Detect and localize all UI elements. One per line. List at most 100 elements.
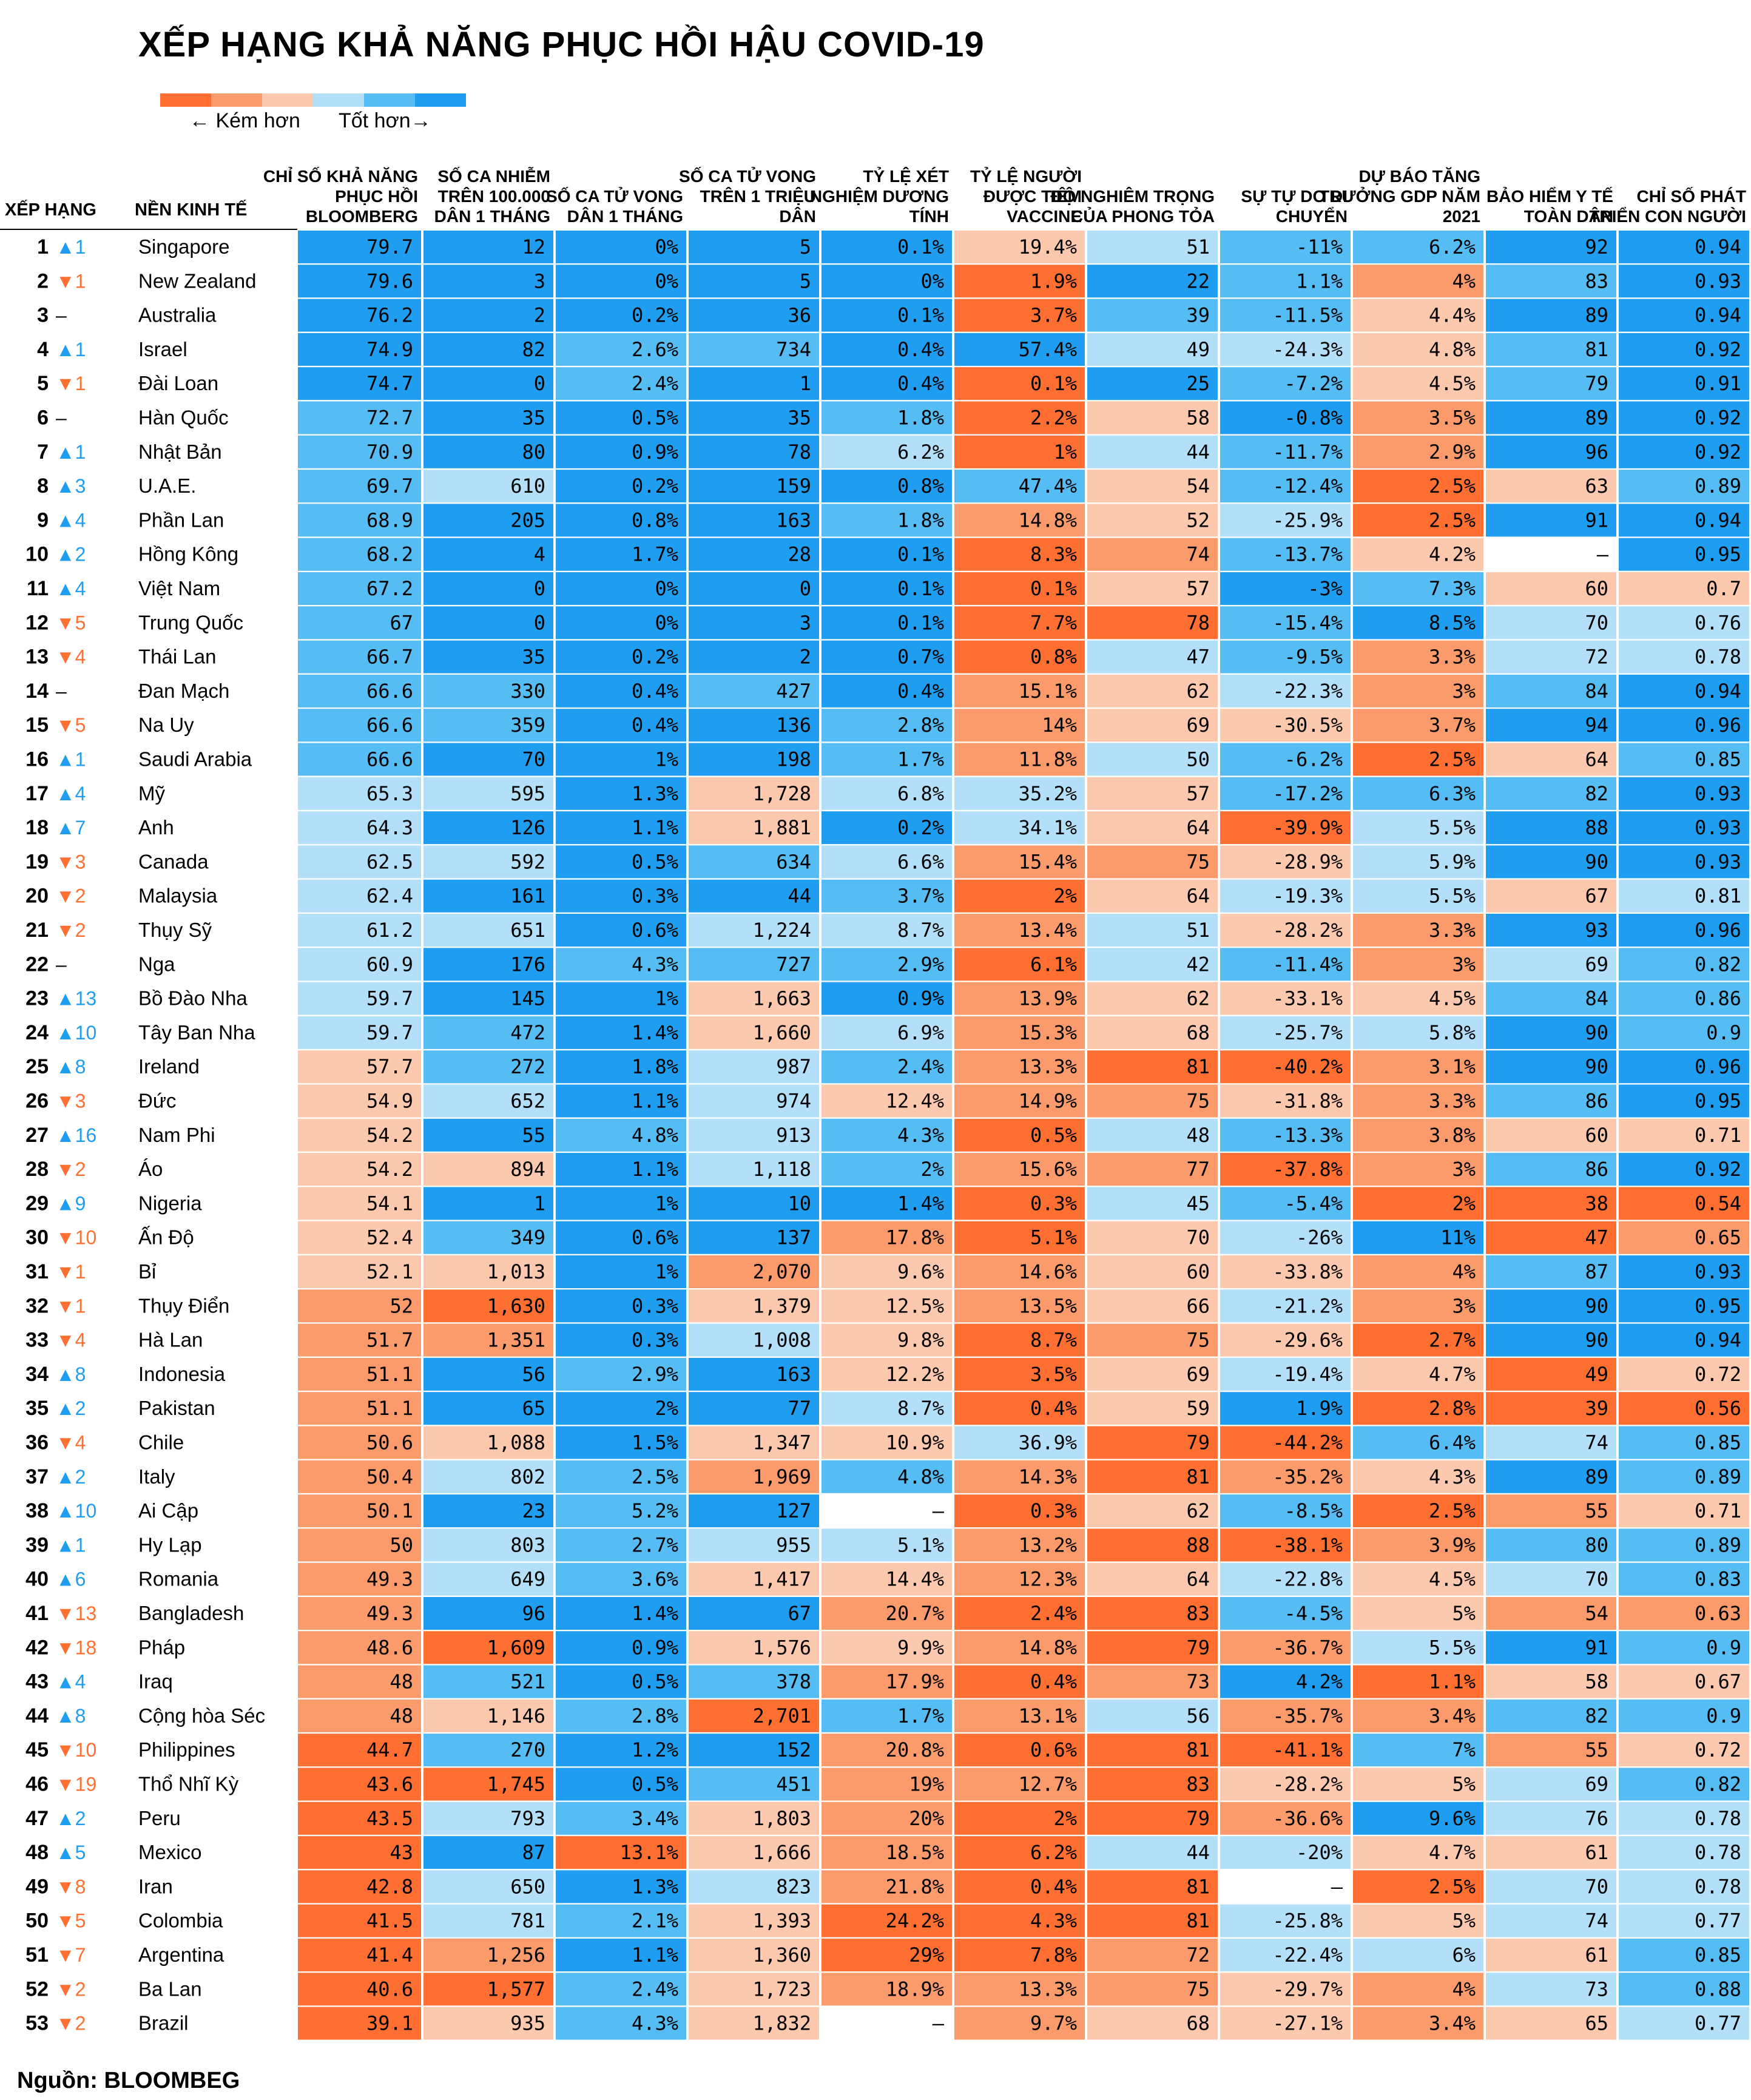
cell-value-6: 13.9% — [1019, 987, 1077, 1010]
cell-3 — [556, 1631, 686, 1664]
cell-7 — [1087, 333, 1218, 366]
cell-3 — [556, 401, 686, 434]
cell-value-4: 1,969 — [753, 1465, 811, 1488]
cell-11 — [1619, 1460, 1749, 1493]
cell-1 — [298, 1289, 421, 1323]
legend-swatch-5 — [364, 93, 415, 107]
cell-value-4: 2 — [800, 646, 811, 669]
cell-5 — [822, 1118, 952, 1152]
cell-value-2: 650 — [510, 1875, 545, 1898]
cell-value-8: -28.2% — [1272, 1773, 1343, 1796]
cell-3 — [556, 1904, 686, 1937]
cell-value-7: 56 — [1186, 1704, 1210, 1727]
cell-value-9: 3% — [1452, 1294, 1476, 1317]
cell-value-5: 19% — [909, 1773, 944, 1796]
cell-2 — [423, 435, 553, 468]
cell-value-1: 39.1 — [366, 2012, 413, 2035]
cell-value-6: 47.4% — [1019, 474, 1077, 498]
cell-value-10: 54 — [1585, 1602, 1608, 1625]
cell-2 — [423, 1767, 553, 1801]
rank-change: ▼2 — [56, 919, 86, 941]
cell-8 — [1220, 1118, 1351, 1152]
cell-value-10: 58 — [1585, 1670, 1608, 1693]
cell-6 — [954, 1084, 1085, 1118]
cell-7 — [1087, 1665, 1218, 1698]
cell-4 — [689, 1187, 819, 1220]
cell-2 — [423, 845, 553, 879]
cell-4 — [689, 435, 819, 468]
cell-value-7: 47 — [1186, 646, 1210, 669]
rank-change: ▲13 — [56, 988, 96, 1010]
cell-11 — [1619, 1289, 1749, 1323]
cell-9 — [1353, 674, 1483, 707]
cell-value-8: -6.2% — [1284, 748, 1343, 771]
cell-value-8: -9.5% — [1284, 646, 1343, 669]
cell-value-5: 20.8% — [886, 1738, 944, 1761]
country-name: Australia — [138, 304, 217, 326]
cell-8 — [1220, 674, 1351, 707]
cell-value-5: 0.4% — [897, 338, 944, 361]
country-name: Chile — [138, 1431, 184, 1454]
cell-value-8: -3% — [1307, 577, 1343, 600]
cell-value-10: 67 — [1585, 885, 1608, 908]
cell-10 — [1486, 845, 1616, 879]
cell-8 — [1220, 538, 1351, 571]
cell-value-2: 176 — [510, 953, 545, 976]
cell-value-1: 49.3 — [366, 1602, 413, 1625]
cell-value-1: 79.6 — [366, 269, 413, 292]
cell-value-4: 1,832 — [753, 2012, 811, 2035]
rank-change: ▼2 — [56, 2013, 86, 2034]
cell-value-2: 330 — [510, 680, 545, 703]
cell-3 — [556, 914, 686, 947]
cell-3 — [556, 1050, 686, 1084]
cell-5 — [822, 1016, 952, 1049]
country-name: Indonesia — [138, 1363, 226, 1385]
cell-5 — [822, 948, 952, 981]
cell-2 — [423, 1221, 553, 1254]
cell-1 — [298, 538, 421, 571]
cell-7 — [1087, 777, 1218, 810]
country-name: Thụy Điển — [138, 1294, 229, 1317]
cell-value-5: 17.8% — [886, 1226, 944, 1249]
cell-value-4: 28 — [788, 543, 811, 566]
cell-value-1: 49.3 — [366, 1568, 413, 1591]
cell-4 — [689, 1392, 819, 1425]
cell-value-7: 73 — [1186, 1670, 1210, 1693]
cell-9 — [1353, 1221, 1483, 1254]
cell-3 — [556, 1357, 686, 1391]
cell-6 — [954, 2007, 1085, 2040]
chart-title: XẾP HẠNG KHẢ NĂNG PHỤC HỒI HẬU COVID-19 — [138, 25, 985, 64]
cell-value-8: -19.3% — [1272, 885, 1343, 908]
cell-value-8: -13.3% — [1272, 1124, 1343, 1147]
cell-value-1: 59.7 — [366, 987, 413, 1010]
cell-value-10: 91 — [1585, 1636, 1608, 1659]
rank-number: 46 — [25, 1773, 49, 1796]
cell-1 — [298, 367, 421, 400]
cell-8 — [1220, 1734, 1351, 1767]
cell-10 — [1486, 1562, 1616, 1596]
cell-value-8: -41.1% — [1272, 1738, 1343, 1761]
cell-value-10: 69 — [1585, 1773, 1608, 1796]
cell-11 — [1619, 674, 1749, 707]
cell-value-4: 127 — [776, 1499, 811, 1522]
cell-value-8: -11.7% — [1272, 441, 1343, 464]
cell-5 — [822, 845, 952, 879]
country-name: Philippines — [138, 1738, 235, 1761]
cell-4 — [689, 1836, 819, 1869]
cell-4 — [689, 1699, 819, 1732]
rank-number: 40 — [25, 1568, 49, 1591]
cell-9 — [1353, 1494, 1483, 1528]
cell-2 — [423, 811, 553, 845]
cell-7 — [1087, 1528, 1218, 1562]
cell-value-3: 2.4% — [632, 1977, 678, 2000]
cell-value-8: -25.8% — [1272, 1909, 1343, 1933]
cell-value-8: -21.2% — [1272, 1294, 1343, 1317]
cell-value-6: 13.5% — [1019, 1294, 1077, 1317]
cell-value-1: 66.6 — [366, 680, 413, 703]
cell-6 — [954, 1118, 1085, 1152]
cell-4 — [689, 1734, 819, 1767]
cell-value-6: 14.3% — [1019, 1465, 1077, 1488]
cell-value-6: 0.4% — [1030, 1397, 1077, 1420]
rank-number: 10 — [25, 543, 49, 566]
cell-3 — [556, 1084, 686, 1118]
